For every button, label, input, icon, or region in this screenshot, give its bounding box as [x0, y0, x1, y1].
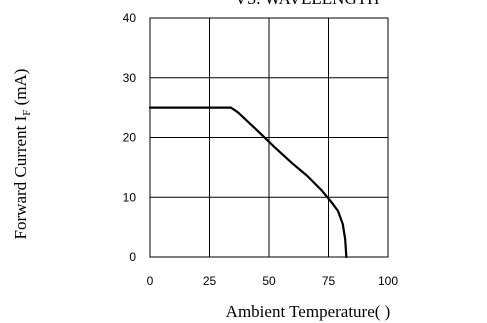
y-tick-label: 20: [123, 131, 137, 145]
y-tick-label: 0: [129, 250, 136, 264]
x-tick-label: 75: [322, 274, 336, 288]
y-tick-label: 40: [123, 11, 137, 25]
y-axis-label-subscript: F: [21, 110, 33, 116]
y-axis-label: Forward Current IF (mA): [11, 69, 33, 240]
chart-title: VS. WAVELENGTH: [235, 0, 380, 8]
plot-frame: [149, 17, 389, 258]
y-axis-label-main: Forward Current I: [11, 115, 30, 239]
x-tick-label: 100: [378, 274, 398, 288]
grid-lines: [150, 18, 388, 257]
y-tick-label: 10: [123, 190, 137, 204]
x-axis-label: Ambient Temperature( ): [226, 302, 391, 321]
x-tick-labels: 0 25 50 75 100: [147, 274, 399, 288]
y-axis-label-unit: (mA): [11, 69, 30, 110]
x-tick-label: 50: [262, 274, 276, 288]
y-tick-label: 30: [123, 71, 137, 85]
x-tick-label: 25: [203, 274, 217, 288]
y-tick-labels: 0 10 20 30 40: [123, 11, 137, 264]
x-tick-label: 0: [147, 274, 154, 288]
series-line: [148, 106, 348, 259]
